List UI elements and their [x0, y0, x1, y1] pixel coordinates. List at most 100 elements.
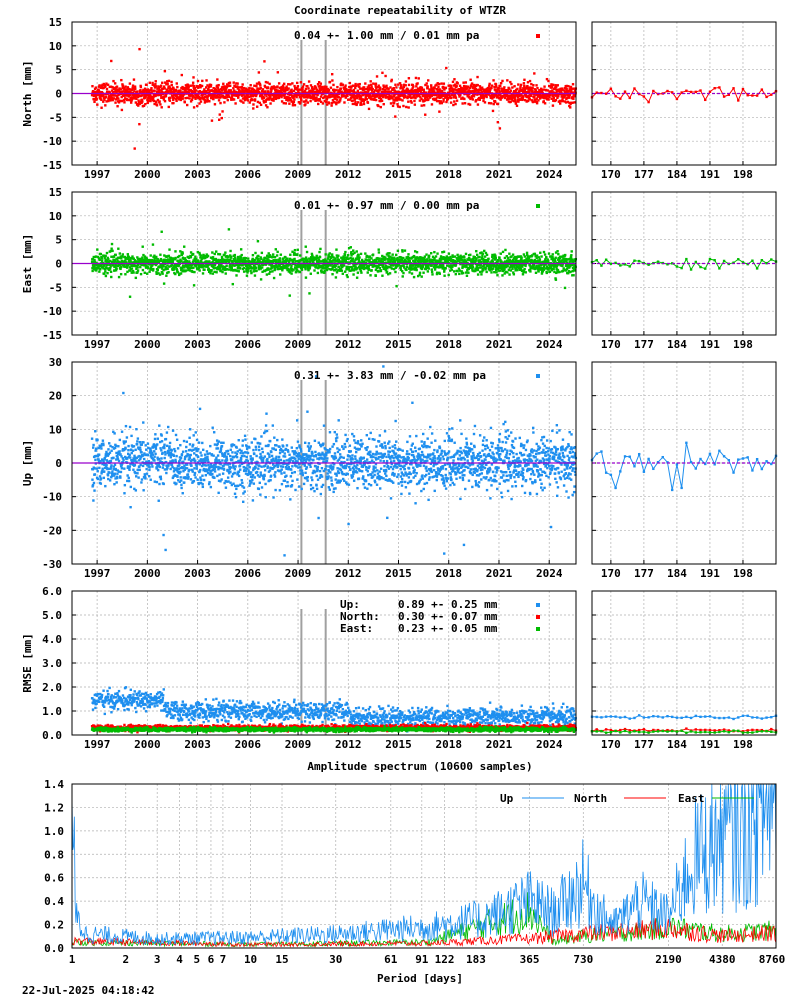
- data-point: [225, 85, 229, 89]
- data-point: [279, 93, 282, 96]
- data-point: [573, 95, 576, 98]
- data-point: [329, 95, 333, 98]
- data-point: [408, 259, 411, 263]
- data-point: [113, 94, 117, 97]
- data-point: [260, 251, 264, 255]
- data-point: [104, 270, 107, 273]
- zoom-x-tick-label: 191: [700, 168, 720, 181]
- data-point: [498, 127, 502, 130]
- data-point: [109, 96, 112, 100]
- stats-label: 0.04 +- 1.00 mm / 0.01 mm pa: [294, 29, 479, 42]
- data-point: [490, 86, 493, 90]
- data-point: [515, 104, 519, 107]
- data-point: [481, 252, 484, 255]
- data-point: [312, 95, 316, 99]
- data-point: [138, 102, 141, 106]
- zoom-x-tick-label: 170: [601, 338, 621, 351]
- data-point: [268, 82, 271, 86]
- data-point: [485, 270, 488, 274]
- data-point: [96, 248, 99, 251]
- zoom-point: [737, 99, 740, 102]
- data-point: [240, 94, 244, 97]
- data-point: [434, 255, 438, 258]
- data-point: [104, 254, 107, 258]
- data-point: [323, 269, 326, 273]
- data-point: [239, 248, 243, 251]
- data-point: [102, 86, 105, 90]
- data-point: [337, 96, 340, 99]
- data-point: [352, 249, 355, 252]
- data-point: [194, 255, 197, 258]
- data-point: [254, 89, 257, 93]
- data-point: [213, 103, 217, 106]
- data-point: [412, 96, 416, 99]
- data-point: [489, 94, 492, 97]
- data-point: [180, 91, 183, 95]
- data-point: [381, 87, 385, 91]
- data-point: [471, 98, 475, 101]
- y-tick-label: -5: [49, 281, 62, 294]
- data-point: [415, 95, 419, 98]
- data-point: [324, 88, 328, 91]
- data-point: [519, 83, 523, 87]
- data-point: [519, 85, 522, 89]
- data-point: [120, 99, 124, 103]
- data-point: [316, 82, 320, 86]
- data-point: [487, 89, 490, 93]
- data-point: [437, 85, 440, 89]
- data-point: [396, 105, 400, 108]
- data-point: [360, 271, 363, 274]
- data-point: [110, 255, 113, 258]
- data-point: [96, 103, 99, 106]
- data-point: [304, 245, 307, 248]
- data-point: [171, 94, 175, 97]
- data-point: [231, 94, 235, 97]
- data-point: [123, 88, 127, 91]
- data-point: [174, 250, 177, 253]
- data-point: [437, 88, 440, 91]
- data-point: [530, 82, 533, 86]
- data-point: [192, 106, 196, 109]
- data-point: [366, 271, 369, 274]
- data-point: [92, 94, 95, 98]
- data-point: [404, 95, 407, 99]
- data-point: [325, 103, 329, 106]
- data-point: [360, 103, 363, 106]
- data-point: [439, 93, 442, 97]
- data-point: [291, 102, 295, 105]
- data-point: [381, 274, 384, 277]
- data-point: [293, 257, 296, 261]
- y-tick-label: 0: [55, 88, 62, 101]
- data-point: [97, 85, 101, 88]
- data-point: [517, 83, 520, 86]
- data-point: [324, 95, 327, 98]
- data-point: [318, 99, 321, 102]
- data-point: [256, 100, 260, 104]
- data-point: [384, 94, 387, 97]
- data-point: [424, 91, 428, 94]
- data-point: [423, 99, 426, 103]
- data-point: [297, 100, 301, 104]
- data-point: [496, 120, 500, 124]
- data-point: [237, 95, 240, 98]
- data-point: [275, 88, 278, 92]
- data-point: [377, 93, 381, 96]
- data-point: [492, 102, 495, 106]
- data-point: [528, 98, 532, 101]
- data-point: [334, 101, 337, 104]
- data-point: [467, 93, 471, 96]
- data-point: [122, 98, 126, 102]
- data-point: [246, 269, 250, 273]
- data-point: [519, 87, 522, 90]
- data-point: [459, 86, 463, 89]
- data-point: [269, 95, 272, 98]
- data-point: [146, 101, 149, 105]
- data-point: [155, 104, 159, 107]
- data-point: [526, 81, 530, 84]
- data-point: [132, 93, 135, 96]
- data-point: [155, 93, 158, 96]
- data-point: [351, 99, 354, 102]
- data-point: [264, 104, 268, 107]
- data-point: [358, 85, 361, 89]
- data-point: [189, 255, 193, 259]
